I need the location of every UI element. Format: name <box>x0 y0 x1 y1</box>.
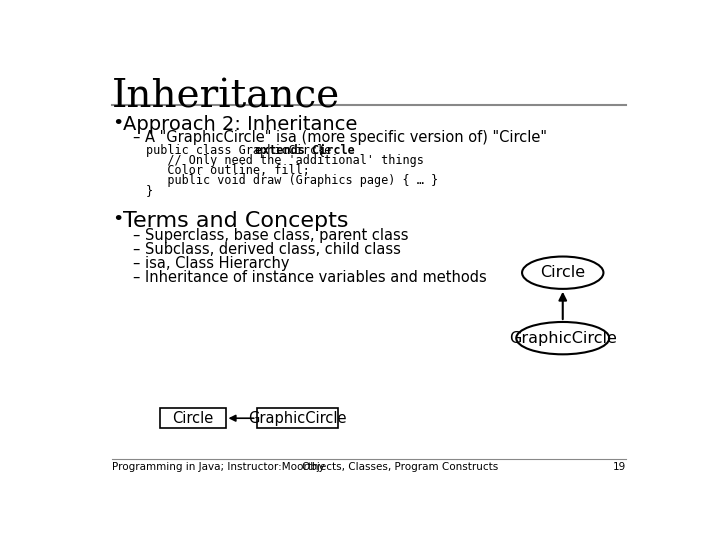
Text: – A "GraphicCircle" isa (more specific version of) "Circle": – A "GraphicCircle" isa (more specific v… <box>132 130 546 145</box>
Text: {: { <box>311 144 325 157</box>
Text: public void draw (Graphics page) { … }: public void draw (Graphics page) { … } <box>145 174 438 187</box>
FancyBboxPatch shape <box>160 408 225 428</box>
Text: GraphicCircle: GraphicCircle <box>509 330 617 346</box>
Text: •: • <box>112 211 123 229</box>
Text: public class GraphicCircle: public class GraphicCircle <box>145 144 338 157</box>
Text: Color outline, fill;: Color outline, fill; <box>145 164 310 177</box>
Text: Programming in Java; Instructor:Moorthy: Programming in Java; Instructor:Moorthy <box>112 462 324 472</box>
Text: extends Circle: extends Circle <box>255 144 354 157</box>
Text: // Only need the 'additional' things: // Only need the 'additional' things <box>145 154 423 167</box>
Text: – Subclass, derived class, child class: – Subclass, derived class, child class <box>132 242 400 257</box>
Text: Inheritance: Inheritance <box>112 79 340 116</box>
Text: GraphicCircle: GraphicCircle <box>248 411 346 426</box>
Text: 19: 19 <box>613 462 626 472</box>
FancyBboxPatch shape <box>256 408 338 428</box>
Text: Objects, Classes, Program Constructs: Objects, Classes, Program Constructs <box>302 462 498 472</box>
Text: Terms and Concepts: Terms and Concepts <box>122 211 348 231</box>
Text: }: } <box>145 184 153 197</box>
FancyArrowPatch shape <box>559 294 566 319</box>
Ellipse shape <box>516 322 609 354</box>
Text: – Superclass, base class, parent class: – Superclass, base class, parent class <box>132 228 408 243</box>
Text: •: • <box>112 115 123 133</box>
Text: Circle: Circle <box>540 265 585 280</box>
Text: Circle: Circle <box>172 411 213 426</box>
Text: – isa, Class Hierarchy: – isa, Class Hierarchy <box>132 256 289 271</box>
Text: Approach 2: Inheritance: Approach 2: Inheritance <box>122 115 357 134</box>
FancyArrowPatch shape <box>230 415 254 421</box>
Text: – Inheritance of instance variables and methods: – Inheritance of instance variables and … <box>132 269 487 285</box>
Ellipse shape <box>522 256 603 289</box>
